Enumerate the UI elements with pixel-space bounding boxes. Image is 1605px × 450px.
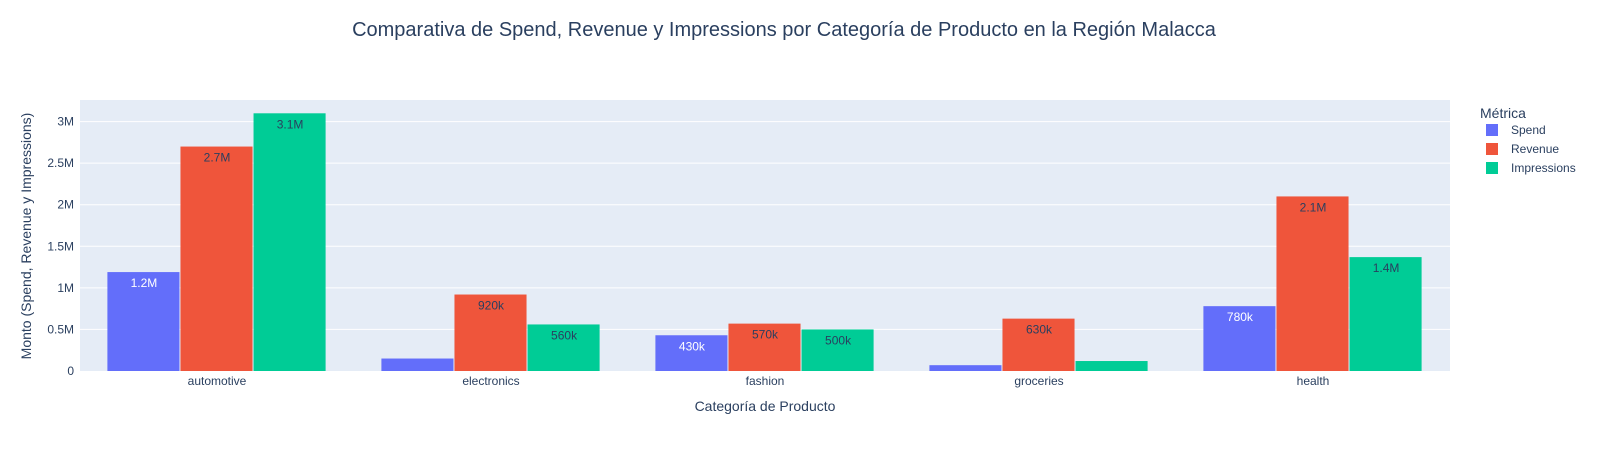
legend-swatch-revenue [1486,143,1498,155]
bar-label-revenue-automotive: 2.7M [204,151,231,165]
bar-revenue-health [1276,196,1349,371]
x-axis-title: Categoría de Producto [695,398,836,414]
legend-title: Métrica [1480,105,1526,121]
legend-swatch-impressions [1486,162,1498,174]
bar-label-spend-automotive: 1.2M [131,276,158,290]
bar-spend-automotive [107,272,180,371]
y-tick-label: 2.5M [47,156,74,170]
bar-label-spend-fashion: 430k [679,339,706,353]
bar-revenue-electronics [454,294,527,371]
chart-title: Comparativa de Spend, Revenue y Impressi… [352,19,1217,41]
y-tick-label: 1.5M [47,239,74,253]
legend-item-impressions: Impressions [1511,161,1576,175]
legend-item-revenue: Revenue [1511,142,1559,156]
bar-impressions-groceries [1075,361,1148,371]
bar-impressions-electronics [527,324,600,371]
y-axis-title: Monto (Spend, Revenue y Impressions) [18,113,34,360]
y-tick-label: 0.5M [47,322,74,336]
bar-spend-electronics [381,358,454,371]
bar-label-revenue-groceries: 630k [1026,323,1053,337]
y-tick-label: 0 [67,364,74,378]
bar-labels: 1.2M 2.7M 3.1M 920k 560k 430k 570k 500k 630k 780k… [131,117,1400,353]
bar-spend-fashion [655,335,728,371]
bar-label-revenue-electronics: 920k [478,299,505,313]
bar-label-spend-health: 780k [1227,310,1254,324]
legend-swatch-spend [1486,124,1498,136]
legend-item-spend: Spend [1511,123,1546,137]
bars [107,113,1422,372]
bar-label-revenue-health: 2.1M [1300,200,1327,214]
bar-label-impressions-fashion: 500k [825,333,852,347]
y-tick-label: 2M [57,198,74,212]
bar-label-impressions-automotive: 3.1M [277,117,304,131]
bar-impressions-health [1349,257,1422,371]
x-tick-label: groceries [1014,374,1063,388]
bar-label-impressions-electronics: 560k [551,328,578,342]
y-tick-label: 3M [57,115,74,129]
bar-revenue-automotive [180,146,253,371]
bar-label-impressions-health: 1.4M [1373,261,1400,275]
bar-spend-groceries [929,365,1002,371]
bar-revenue-groceries [1002,318,1075,371]
bar-spend-health [1203,306,1276,371]
legend: Métrica Spend Revenue Impressions [1480,105,1576,175]
x-tick-label: electronics [462,374,519,388]
bar-label-revenue-fashion: 570k [752,328,779,342]
x-axis-ticks: automotive electronics fashion groceries hea… [188,374,1330,388]
bar-revenue-fashion [728,323,801,371]
x-tick-label: health [1297,374,1330,388]
x-tick-label: automotive [188,374,247,388]
y-tick-label: 1M [57,281,74,295]
bar-impressions-automotive [253,113,326,372]
bar-impressions-fashion [801,329,874,371]
y-axis-ticks: 0 0.5M 1M 1.5M 2M 2.5M 3M [47,115,74,378]
x-tick-label: fashion [746,374,785,388]
